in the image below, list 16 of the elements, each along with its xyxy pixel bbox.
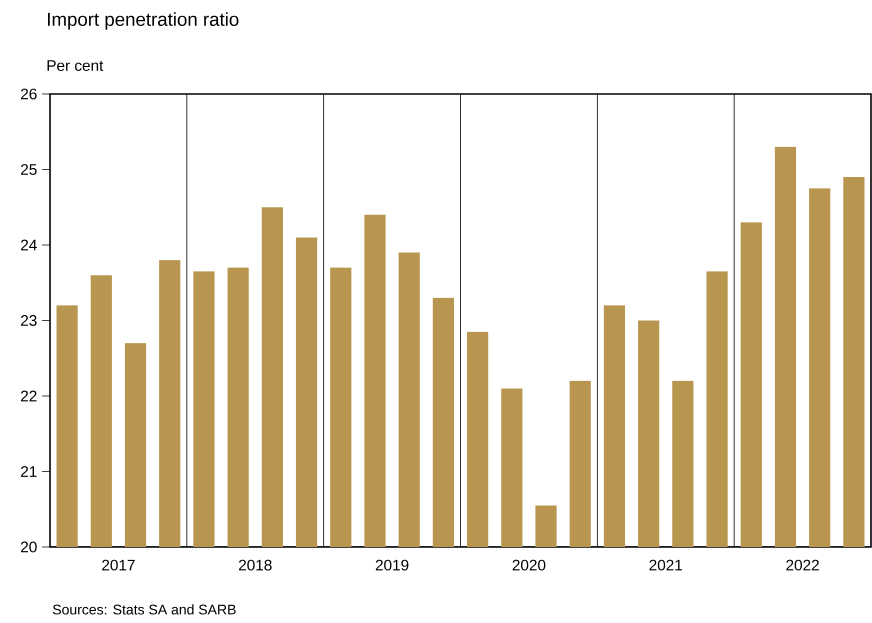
y-tick-label: 26 (21, 88, 37, 100)
y-axis-title: Per cent (48, 60, 104, 71)
x-tick-label: 2022 (786, 560, 819, 571)
x-tick-label: 2021 (649, 560, 682, 571)
x-tick-label: 2017 (102, 560, 135, 571)
x-tick-label: 2020 (512, 560, 546, 571)
chart-title: Import penetration ratio (48, 12, 238, 30)
y-tick-label: 21 (21, 466, 37, 477)
y-tick-label: 25 (21, 164, 37, 175)
y-tick-label: 23 (21, 315, 37, 326)
y-tick-label: 22 (21, 390, 37, 402)
y-tick-label: 24 (21, 240, 37, 250)
x-tick-label: 2019 (376, 560, 408, 571)
source-note: Sources: Stats SA and SARB (52, 604, 236, 615)
x-tick-label: 2018 (238, 560, 272, 571)
y-tick-label: 20 (21, 542, 37, 552)
